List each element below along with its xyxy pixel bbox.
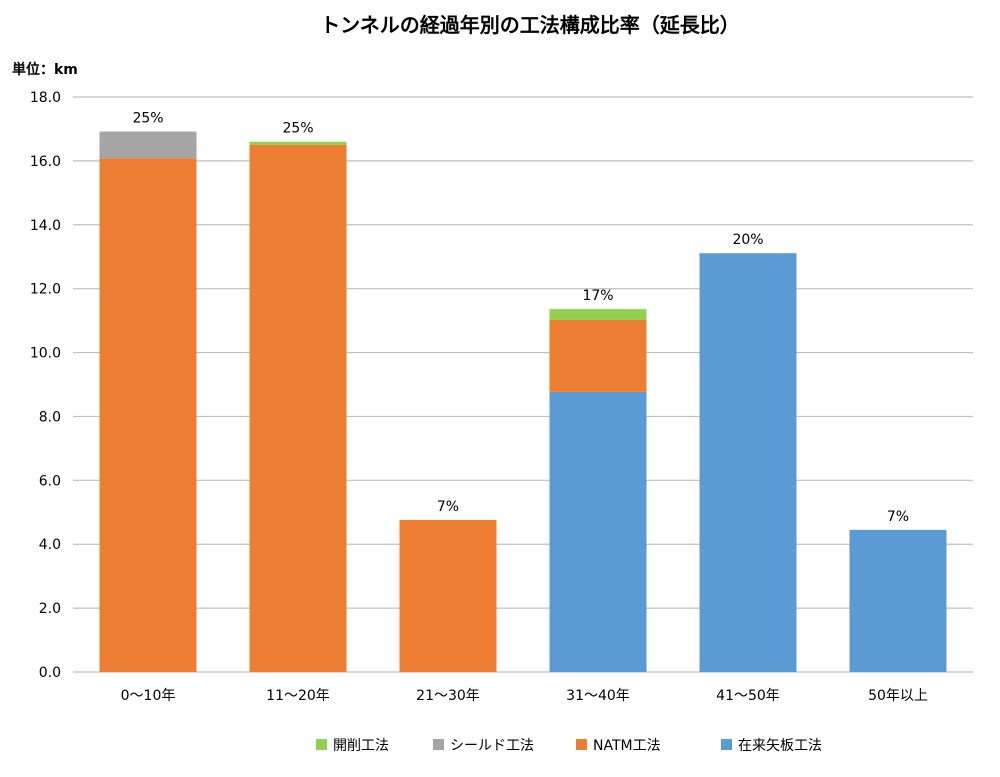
x-tick-label: 31～40年 (566, 688, 630, 704)
x-tick-label: 41～50年 (716, 688, 780, 704)
bar-segment (549, 319, 647, 392)
data-label: 20% (732, 232, 763, 248)
bar-segment (99, 158, 197, 673)
legend-swatch (433, 739, 444, 750)
y-tick-label: 14.0 (30, 218, 61, 234)
bar-segment (99, 131, 197, 159)
x-tick-label: 11～20年 (266, 688, 330, 704)
legend-swatch (576, 739, 587, 750)
data-label: 7% (437, 499, 459, 515)
y-tick-label: 16.0 (30, 154, 61, 170)
data-label: 25% (282, 121, 313, 137)
legend-swatch (316, 739, 327, 750)
y-tick-label: 0.0 (39, 665, 61, 681)
bar-segment (849, 529, 947, 672)
data-label: 17% (582, 288, 613, 304)
bar-segment (249, 141, 347, 145)
x-tick-label: 0～10年 (121, 688, 176, 704)
data-label: 7% (887, 509, 909, 525)
legend-label: シールド工法 (450, 738, 534, 754)
x-tick-label: 50年以上 (868, 688, 928, 704)
legend-label: NATM工法 (593, 738, 661, 754)
y-tick-label: 10.0 (30, 346, 61, 362)
legend-swatch (721, 739, 732, 750)
data-label: 25% (132, 111, 163, 127)
bar-segment (249, 144, 347, 672)
y-tick-label: 8.0 (39, 409, 61, 425)
bar-segment (549, 309, 647, 320)
legend-label: 在来矢板工法 (738, 738, 822, 754)
bar-segment (399, 519, 497, 672)
chart-title: トンネルの経過年別の工法構成比率（延長比） (320, 13, 740, 37)
y-tick-label: 4.0 (39, 537, 61, 553)
bar-segment (699, 253, 797, 673)
y-tick-label: 12.0 (30, 282, 61, 298)
legend-label: 開削工法 (333, 738, 389, 754)
y-tick-label: 18.0 (30, 90, 61, 106)
x-tick-label: 21～30年 (416, 688, 480, 704)
y-tick-label: 2.0 (39, 601, 61, 617)
bar-segment (549, 391, 647, 672)
y-axis-unit-label: 単位：km (12, 61, 78, 78)
y-tick-label: 6.0 (39, 473, 61, 489)
